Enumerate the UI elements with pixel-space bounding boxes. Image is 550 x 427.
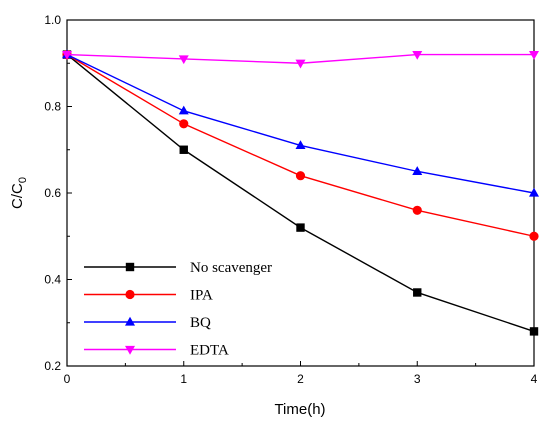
data-point-edta <box>178 55 189 65</box>
axis-ticks: 0 1 2 3 4 0.2 0.4 0.6 0.8 1.0 <box>44 13 537 386</box>
data-point-edta <box>62 51 72 60</box>
data-point-edta <box>295 59 306 69</box>
y-axis-title-main: C/C <box>9 183 26 209</box>
y-axis-title: C/C0 <box>9 177 29 209</box>
data-point-edta <box>412 51 423 60</box>
legend-marker-bq <box>125 316 135 326</box>
x-axis-title: Time(h) <box>274 401 325 418</box>
y-axis-title-subscript: 0 <box>17 177 29 183</box>
data-point-ipa <box>529 231 539 241</box>
x-tick-label: 0 <box>64 372 71 386</box>
legend: No scavenger IPA BQ EDTA <box>84 260 272 359</box>
legend-label-ipa: IPA <box>190 288 213 304</box>
x-tick-label: 1 <box>180 372 187 386</box>
y-tick-label: 0.6 <box>44 186 61 200</box>
y-tick-label: 0.8 <box>44 100 61 114</box>
data-point-edta <box>529 51 539 60</box>
data-point-no-scavenger <box>413 288 422 297</box>
x-tick-label: 4 <box>531 372 538 386</box>
y-tick-label: 1.0 <box>44 13 61 27</box>
data-point-ipa <box>179 119 189 129</box>
legend-label-no-scavenger: No scavenger <box>190 260 272 276</box>
legend-marker-edta <box>125 345 135 355</box>
data-point-no-scavenger <box>179 145 188 154</box>
legend-label-bq: BQ <box>190 315 211 331</box>
series-layer <box>62 49 539 336</box>
data-point-bq <box>178 105 189 115</box>
data-point-bq <box>412 166 423 175</box>
y-tick-label: 0.2 <box>44 359 61 373</box>
plot-area <box>66 19 535 367</box>
legend-marker-no-scavenger <box>125 262 135 272</box>
x-tick-label: 3 <box>414 372 421 386</box>
data-point-bq <box>529 187 539 197</box>
x-tick-label: 2 <box>297 372 304 386</box>
data-point-bq <box>295 140 306 150</box>
data-point-ipa <box>412 205 422 215</box>
legend-label-edta: EDTA <box>190 343 229 359</box>
data-point-no-scavenger <box>529 327 539 336</box>
y-tick-label: 0.4 <box>44 273 61 287</box>
legend-marker-ipa <box>125 289 135 300</box>
data-point-no-scavenger <box>296 223 305 232</box>
data-point-ipa <box>295 171 306 181</box>
